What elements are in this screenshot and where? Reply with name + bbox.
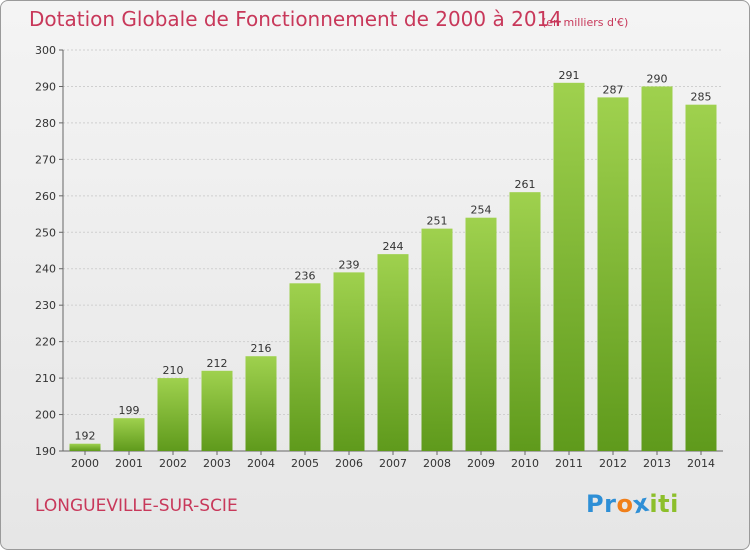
x-tick-label: 2008 xyxy=(423,457,451,470)
bars xyxy=(69,82,717,452)
bar-value-label: 254 xyxy=(471,204,492,217)
x-tick-label: 2005 xyxy=(291,457,319,470)
bar-value-label: 287 xyxy=(603,83,624,96)
logo-letter: t xyxy=(658,490,671,518)
bar xyxy=(289,283,321,451)
bar xyxy=(333,272,365,451)
y-tick-label: 280 xyxy=(35,117,56,130)
y-tick-label: 190 xyxy=(35,445,56,458)
bar xyxy=(113,418,145,451)
y-tick-label: 270 xyxy=(35,153,56,166)
bar xyxy=(69,443,101,451)
bar xyxy=(421,228,453,451)
y-tick-label: 300 xyxy=(35,44,56,57)
bar-value-label: 239 xyxy=(339,258,360,271)
bar-value-label: 285 xyxy=(691,91,712,104)
x-tick-label: 2001 xyxy=(115,457,143,470)
chart-title: Dotation Globale de Fonctionnement de 20… xyxy=(29,7,562,31)
bar xyxy=(509,192,541,451)
y-tick-label: 200 xyxy=(35,409,56,422)
x-tick-label: 2014 xyxy=(687,457,715,470)
bar xyxy=(553,82,585,452)
y-tick-label: 230 xyxy=(35,299,56,312)
x-tick-label: 2011 xyxy=(555,457,583,470)
value-labels: 192 199 210 212 216 236 239 244 251 254 261 291 287 2… xyxy=(75,69,712,443)
logo-letter: i xyxy=(649,490,659,518)
bar-value-label: 290 xyxy=(647,72,668,85)
logo-letter: o xyxy=(616,490,634,518)
bar-value-label: 216 xyxy=(251,342,272,355)
bar-value-label: 210 xyxy=(163,364,184,377)
bar-value-label: 251 xyxy=(427,215,448,228)
logo-letter: i xyxy=(670,490,679,518)
y-tick-label: 220 xyxy=(35,336,56,349)
x-tick-label: 2007 xyxy=(379,457,407,470)
bar xyxy=(597,97,629,452)
x-tick-label: 2012 xyxy=(599,457,627,470)
y-tick-label: 250 xyxy=(35,226,56,239)
bar xyxy=(685,104,717,451)
bar xyxy=(201,370,233,451)
x-tick-label: 2010 xyxy=(511,457,539,470)
bar-value-label: 192 xyxy=(75,430,96,443)
x-tick-label: 2002 xyxy=(159,457,187,470)
bar-value-label: 244 xyxy=(383,240,404,253)
y-tick-label: 290 xyxy=(35,80,56,93)
y-tick-label: 260 xyxy=(35,190,56,203)
y-tick-label: 240 xyxy=(35,263,56,276)
x-tick-label: 2013 xyxy=(643,457,671,470)
bar xyxy=(157,378,189,451)
x-tick-label: 2009 xyxy=(467,457,495,470)
commune-name: LONGUEVILLE-SUR-SCIE xyxy=(35,496,238,516)
y-tick-label: 210 xyxy=(35,372,56,385)
bar xyxy=(641,86,673,452)
bar-value-label: 199 xyxy=(119,404,140,417)
bar-value-label: 212 xyxy=(207,357,228,370)
x-tick-label: 2003 xyxy=(203,457,231,470)
proxiti-logo: Proxiti xyxy=(586,489,679,520)
axes: 190 200 210 220 230 240 250 260 270 280 290 300 2000… xyxy=(35,44,723,470)
bar xyxy=(465,217,497,451)
bar xyxy=(245,356,277,451)
bar-value-label: 236 xyxy=(295,269,316,282)
bar xyxy=(377,254,409,451)
bar-value-label: 261 xyxy=(515,178,536,191)
logo-letter: P xyxy=(586,490,605,518)
x-tick-label: 2000 xyxy=(71,457,99,470)
logo-letter: r xyxy=(604,490,617,518)
x-tick-label: 2006 xyxy=(335,457,363,470)
x-tick-label: 2004 xyxy=(247,457,275,470)
unit-note: (en milliers d'€) xyxy=(542,16,629,29)
bar-value-label: 291 xyxy=(559,69,580,82)
